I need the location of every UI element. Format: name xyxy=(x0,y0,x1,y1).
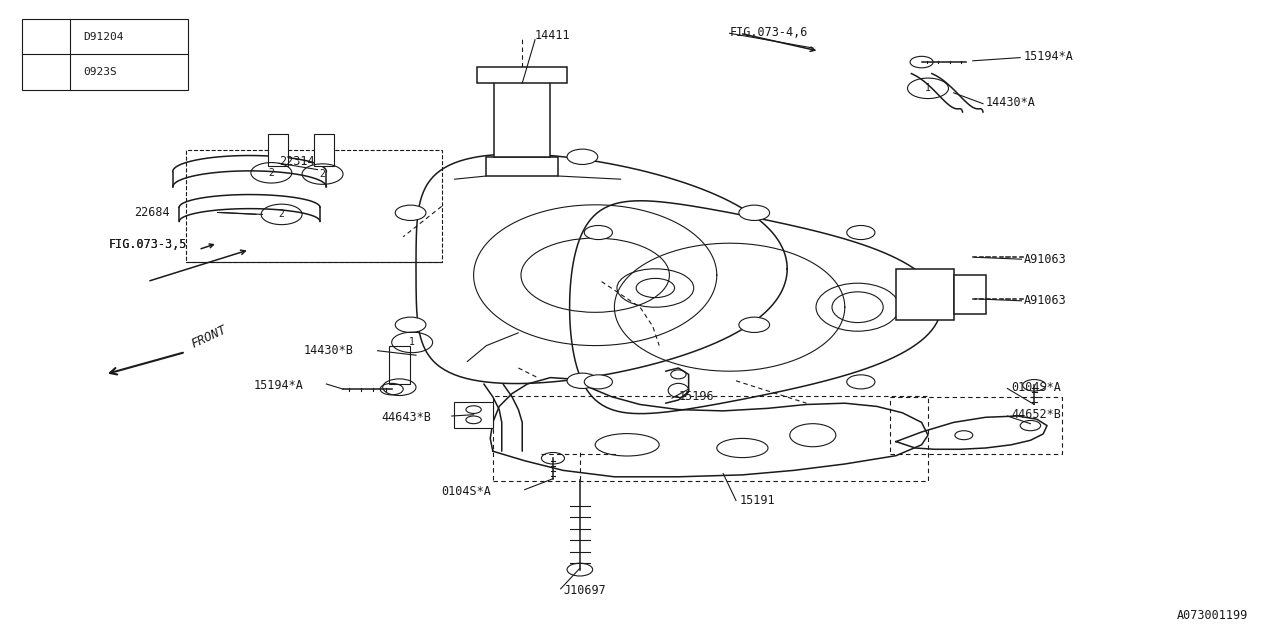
Text: 1: 1 xyxy=(410,337,415,348)
FancyBboxPatch shape xyxy=(186,150,442,262)
Text: A91063: A91063 xyxy=(1024,294,1066,307)
Text: A073001199: A073001199 xyxy=(1176,609,1248,622)
Circle shape xyxy=(567,373,598,388)
Text: 0104S*A: 0104S*A xyxy=(1011,381,1061,394)
FancyBboxPatch shape xyxy=(22,19,188,90)
Text: 22314: 22314 xyxy=(279,155,315,168)
Text: 15191: 15191 xyxy=(740,494,776,507)
Bar xyxy=(477,67,567,83)
Bar xyxy=(494,74,550,157)
Text: FIG.073-4,6: FIG.073-4,6 xyxy=(730,26,808,38)
Text: 1: 1 xyxy=(925,83,931,93)
Bar xyxy=(954,275,986,314)
Text: 2: 2 xyxy=(279,209,284,220)
Bar xyxy=(314,134,334,166)
Circle shape xyxy=(584,225,612,239)
Text: 2: 2 xyxy=(44,67,49,77)
Text: 14411: 14411 xyxy=(535,29,571,42)
Circle shape xyxy=(739,205,769,220)
Circle shape xyxy=(567,149,598,164)
Text: 1: 1 xyxy=(44,32,49,42)
Text: FIG.073-3,5: FIG.073-3,5 xyxy=(109,238,187,251)
Text: 0104S*A: 0104S*A xyxy=(442,485,492,498)
Bar xyxy=(389,346,410,384)
Text: 22684: 22684 xyxy=(134,206,170,219)
Circle shape xyxy=(739,317,769,333)
Text: 44643*B: 44643*B xyxy=(381,411,431,424)
Text: 14430*A: 14430*A xyxy=(986,96,1036,109)
Text: D91204: D91204 xyxy=(83,32,124,42)
Bar xyxy=(268,134,288,166)
Bar xyxy=(486,157,558,176)
Text: 2: 2 xyxy=(320,169,325,179)
Text: 15194*A: 15194*A xyxy=(1024,50,1074,63)
Text: FIG.073-3,5: FIG.073-3,5 xyxy=(109,238,187,251)
Circle shape xyxy=(396,205,426,220)
Text: FRONT: FRONT xyxy=(189,323,229,351)
Text: 15196: 15196 xyxy=(678,390,714,403)
Text: 2: 2 xyxy=(269,168,274,178)
Text: 44652*B: 44652*B xyxy=(1011,408,1061,421)
Text: 15194*A: 15194*A xyxy=(253,379,303,392)
Circle shape xyxy=(584,375,612,389)
Circle shape xyxy=(396,317,426,333)
Text: 0923S: 0923S xyxy=(83,67,116,77)
Bar xyxy=(896,269,954,320)
Circle shape xyxy=(847,375,876,389)
Text: 14430*B: 14430*B xyxy=(303,344,353,357)
Text: A91063: A91063 xyxy=(1024,253,1066,266)
Text: J10697: J10697 xyxy=(563,584,605,596)
FancyBboxPatch shape xyxy=(454,402,493,428)
Circle shape xyxy=(847,225,876,239)
